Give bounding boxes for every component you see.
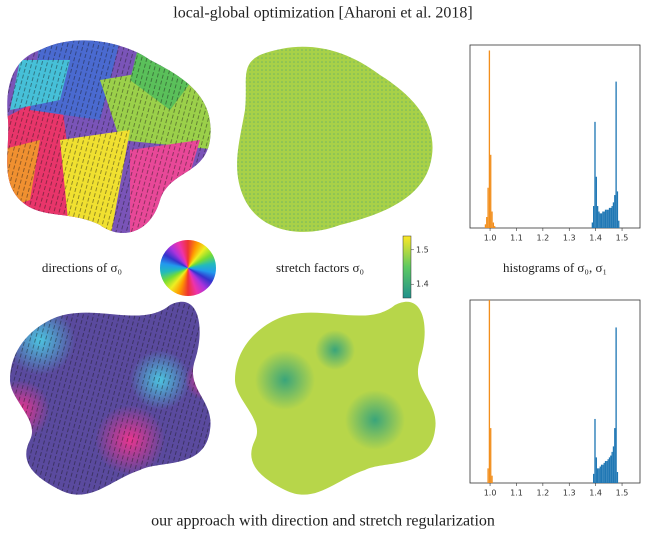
histogram-bar — [487, 468, 489, 483]
histogram-bar — [486, 217, 488, 228]
colorbar-tick-label: 1.4 — [416, 280, 429, 289]
x-tick-label: 1.2 — [536, 489, 549, 498]
histogram-bar — [488, 300, 491, 483]
histogram-bar — [604, 461, 607, 483]
histogram-bar — [615, 327, 617, 483]
histogram-bar — [611, 206, 613, 228]
histogram-bar — [600, 213, 603, 228]
histogram-bar — [611, 451, 613, 483]
x-tick-label: 1.4 — [589, 489, 602, 498]
histogram-bar — [610, 207, 612, 228]
histogram-bar — [594, 418, 596, 483]
histogram-bar — [610, 455, 612, 483]
direction-field-bottom — [10, 301, 211, 495]
histogram-bar — [616, 472, 619, 483]
histogram-bar — [606, 461, 608, 483]
histogram-bar — [606, 209, 608, 228]
histogram-bar — [596, 206, 599, 228]
histogram-bar — [494, 226, 496, 228]
colorbar-tick-label: 1.5 — [416, 245, 429, 254]
histogram-bar — [484, 224, 487, 228]
x-tick-label: 1.1 — [510, 234, 523, 243]
histogram-bar — [603, 211, 605, 228]
histogram-bar — [599, 466, 601, 483]
label-stretch: stretch factors σ₀ — [276, 260, 364, 275]
x-tick-label: 1.1 — [510, 489, 523, 498]
histogram-bar — [616, 191, 619, 228]
histogram-bar — [598, 468, 600, 483]
histogram-bar — [603, 462, 605, 483]
colorbar — [402, 235, 412, 299]
histogram-bar — [591, 222, 594, 228]
x-tick-label: 1.5 — [616, 489, 629, 498]
histogram-bar — [595, 176, 597, 228]
x-tick-label: 1.5 — [616, 234, 629, 243]
x-tick-label: 1.3 — [563, 489, 576, 498]
histogram-bar — [608, 457, 611, 483]
histogram-bar — [604, 209, 607, 228]
direction-field-top — [7, 40, 211, 233]
x-tick-label: 1.3 — [563, 234, 576, 243]
histogram-bar — [487, 187, 489, 228]
histogram-bar — [490, 428, 492, 483]
x-tick-label: 1.2 — [536, 234, 549, 243]
x-tick-label: 1.0 — [484, 489, 497, 498]
histogram-bar — [488, 50, 491, 228]
histogram-bar — [599, 213, 601, 228]
stretch-map-bottom — [235, 301, 436, 495]
histogram-bar — [612, 446, 615, 483]
histogram-bar — [593, 473, 595, 483]
histogram-bar — [593, 206, 595, 228]
histogram-bar — [595, 457, 597, 483]
histogram-bar — [596, 468, 599, 483]
histogram-bar — [612, 202, 615, 228]
histogram-bar — [598, 211, 600, 228]
histogram-bar — [618, 220, 620, 228]
histogram-bar — [608, 207, 611, 228]
bottom-caption: our approach with direction and stretch … — [151, 513, 495, 530]
stretch-map-top — [237, 46, 433, 232]
label-directions: directions of σ₀ — [42, 260, 122, 275]
histogram-bar — [614, 428, 616, 483]
histogram-bar — [602, 464, 604, 483]
histogram-bar — [594, 121, 596, 228]
top-caption: local-global optimization [Aharoni et al… — [173, 5, 472, 22]
histogram-bar — [491, 475, 493, 483]
histogram-bar — [492, 222, 495, 228]
x-tick-label: 1.0 — [484, 234, 497, 243]
plot-frame — [469, 44, 641, 229]
x-tick-label: 1.4 — [589, 234, 602, 243]
histogram-bar — [615, 81, 617, 228]
histogram-bar — [614, 195, 616, 228]
histogram-bar — [491, 211, 493, 228]
label-histograms: histograms of σ₀, σ₁ — [503, 260, 607, 275]
plot-frame — [469, 299, 641, 484]
histogram-bar — [490, 154, 492, 228]
histogram-bar — [602, 211, 604, 228]
histogram-bar — [607, 459, 609, 483]
histogram-bar — [607, 209, 609, 228]
histogram-bar — [600, 464, 603, 483]
direction-color-wheel — [160, 240, 216, 296]
